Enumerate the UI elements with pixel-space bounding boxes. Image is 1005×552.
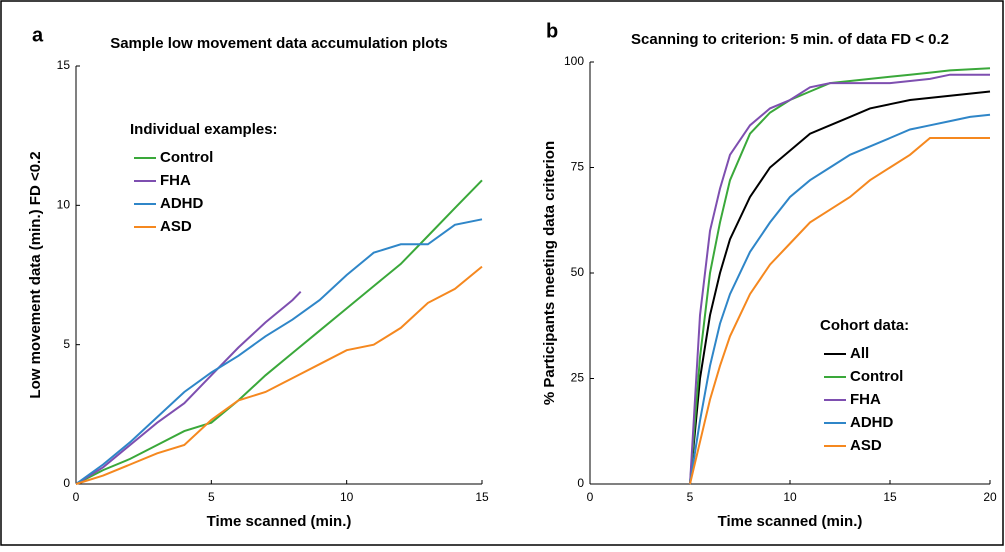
legend-label: ASD	[160, 218, 192, 235]
x-axis-label: Time scanned (min.)	[718, 513, 863, 530]
x-tick-label: 0	[73, 490, 80, 504]
y-tick-label: 10	[57, 198, 71, 212]
chart-title: Scanning to criterion: 5 min. of data FD…	[631, 31, 949, 48]
legend-title: Individual examples:	[130, 121, 278, 138]
y-tick-label: 75	[571, 160, 585, 174]
y-tick-label: 15	[57, 58, 71, 72]
x-tick-label: 20	[983, 490, 997, 504]
y-axis-label: % Participants meeting data criterion	[541, 141, 558, 405]
x-tick-label: 15	[883, 490, 897, 504]
legend-label: ASD	[850, 437, 882, 454]
x-axis-label: Time scanned (min.)	[207, 513, 352, 530]
y-tick-label: 5	[63, 337, 70, 351]
y-tick-label: 0	[577, 476, 584, 490]
y-tick-label: 50	[571, 265, 585, 279]
series-line	[689, 73, 990, 485]
series-line	[75, 291, 302, 485]
x-tick-label: 15	[475, 490, 489, 504]
series-line	[75, 179, 483, 485]
series-line	[75, 218, 483, 485]
panel-label: a	[32, 24, 44, 46]
legend-label: ADHD	[850, 414, 893, 431]
legend-title: Cohort data:	[820, 317, 909, 334]
x-tick-label: 10	[340, 490, 354, 504]
panel-label: b	[546, 20, 558, 42]
series-line	[689, 137, 990, 485]
series-line	[689, 90, 991, 485]
y-axis-label: Low movement data (min.) FD <0.2	[27, 151, 44, 398]
x-tick-label: 0	[587, 490, 594, 504]
x-tick-label: 5	[687, 490, 694, 504]
legend-label: ADHD	[160, 195, 203, 212]
legend-label: All	[850, 345, 869, 362]
series-line	[689, 113, 991, 485]
legend-label: FHA	[160, 172, 191, 189]
y-tick-label: 25	[571, 371, 585, 385]
series-line	[689, 67, 991, 485]
legend-label: FHA	[850, 391, 881, 408]
series-line	[75, 265, 483, 485]
y-tick-label: 100	[564, 54, 584, 68]
legend-label: Control	[850, 368, 903, 385]
chart-title: Sample low movement data accumulation pl…	[110, 35, 448, 52]
x-tick-label: 5	[208, 490, 215, 504]
legend-label: Control	[160, 149, 213, 166]
y-tick-label: 0	[63, 476, 70, 490]
x-tick-label: 10	[783, 490, 797, 504]
